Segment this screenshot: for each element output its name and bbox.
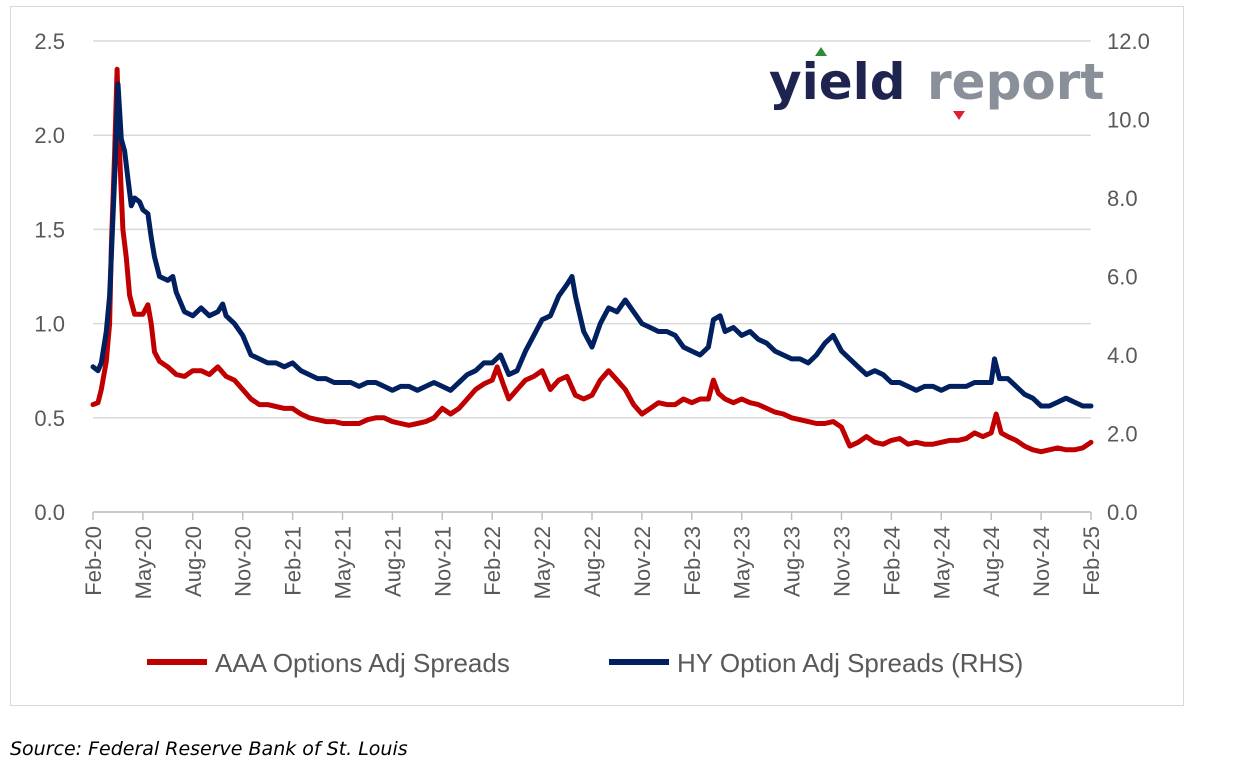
y-right-tick-label: 4.0 bbox=[1107, 343, 1138, 368]
x-tick-label: Feb-21 bbox=[281, 526, 306, 596]
x-tick-label: Aug-20 bbox=[181, 526, 206, 597]
x-tick-label: Aug-24 bbox=[979, 526, 1004, 597]
x-tick-label: May-23 bbox=[730, 526, 755, 599]
x-tick-label: Feb-20 bbox=[81, 526, 106, 596]
y-right-tick-label: 6.0 bbox=[1107, 265, 1138, 290]
x-tick-label: Nov-24 bbox=[1029, 526, 1054, 597]
x-tick-label: May-21 bbox=[331, 526, 356, 599]
x-tick-label: May-20 bbox=[131, 526, 156, 599]
x-tick-label: Nov-23 bbox=[830, 526, 855, 597]
x-tick-label: Nov-22 bbox=[630, 526, 655, 597]
y-right-tick-label: 10.0 bbox=[1107, 108, 1150, 133]
y-left-tick-label: 1.5 bbox=[34, 217, 65, 242]
x-tick-label: May-24 bbox=[929, 526, 954, 599]
legend-label: AAA Options Adj Spreads bbox=[215, 648, 510, 678]
logo-down-arrow-icon bbox=[953, 111, 965, 120]
y-left-tick-label: 2.5 bbox=[34, 29, 65, 54]
x-tick-label: Aug-21 bbox=[380, 526, 405, 597]
y-right-tick-label: 12.0 bbox=[1107, 29, 1150, 54]
source-note: Source: Federal Reserve Bank of St. Loui… bbox=[10, 738, 408, 760]
x-tick-label: Aug-22 bbox=[580, 526, 605, 597]
x-tick-label: Feb-23 bbox=[680, 526, 705, 596]
x-tick-label: May-22 bbox=[530, 526, 555, 599]
y-left-tick-label: 1.0 bbox=[34, 312, 65, 337]
y-left-tick-label: 2.0 bbox=[34, 123, 65, 148]
x-tick-label: Feb-25 bbox=[1079, 526, 1104, 596]
logo-text-report: report bbox=[927, 53, 1104, 111]
y-right-tick-label: 2.0 bbox=[1107, 422, 1138, 447]
y-right-tick-label: 8.0 bbox=[1107, 186, 1138, 211]
logo-text-yield: yield bbox=[769, 53, 906, 111]
chart-frame: 0.0 0.5 1.0 1.5 2.0 2.5 0.0 2.0 4.0 6.0 8.0 10.0 12.… bbox=[10, 6, 1184, 706]
line-chart: 0.0 0.5 1.0 1.5 2.0 2.5 0.0 2.0 4.0 6.0 8.0 10.0 12.… bbox=[34, 29, 1150, 678]
series-line-hy bbox=[90, 81, 1094, 409]
y-right-tick-label: 0.0 bbox=[1107, 500, 1138, 525]
series-line-aaa bbox=[90, 66, 1094, 455]
y-left-tick-label: 0.0 bbox=[34, 500, 65, 525]
x-tick-label: Nov-20 bbox=[231, 526, 256, 597]
x-tick-label: Aug-23 bbox=[780, 526, 805, 597]
x-tick-label: Feb-22 bbox=[480, 526, 505, 596]
x-tick-label: Nov-21 bbox=[430, 526, 455, 597]
y-left-tick-label: 0.5 bbox=[34, 406, 65, 431]
x-tick-label: Feb-24 bbox=[879, 526, 904, 596]
logo-up-arrow-icon bbox=[815, 47, 827, 56]
legend-label: HY Option Adj Spreads (RHS) bbox=[677, 648, 1023, 678]
